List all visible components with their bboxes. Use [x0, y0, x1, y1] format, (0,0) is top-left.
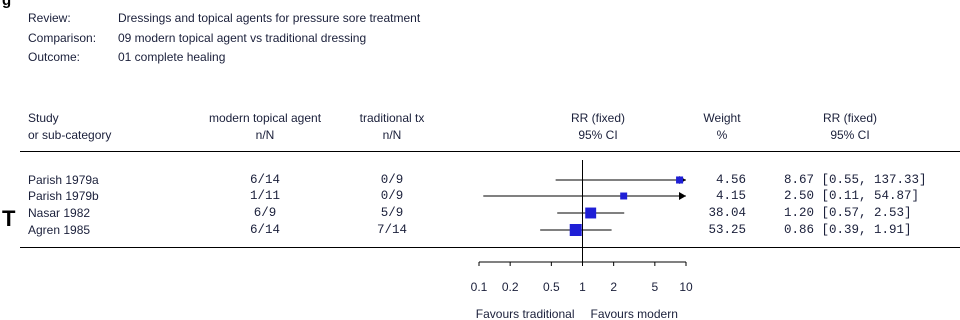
study-rr-ci: 2.50 [0.11, 54.87]: [784, 189, 920, 203]
x-tick-label: 0.1: [471, 280, 488, 294]
favours-traditional-label: Favours traditional: [476, 307, 575, 320]
header-group1: modern topical agent: [208, 111, 322, 125]
stray-mark: T: [2, 206, 16, 231]
header-rr: RR (fixed): [822, 111, 877, 125]
meta-review-value: Dressings and topical agents for pressur…: [118, 11, 421, 25]
group2-events: 5/9: [380, 206, 404, 220]
point-estimate-marker: [620, 192, 628, 200]
header-weight: Weight: [703, 111, 741, 125]
header-rule: [20, 151, 960, 152]
x-tick-label: 1: [579, 280, 586, 294]
header-group2: traditional tx: [359, 111, 425, 125]
meta-review-label: Review:: [28, 11, 71, 25]
group1-events: 6/14: [249, 223, 280, 237]
header-plot: RR (fixed): [570, 111, 625, 125]
x-tick-label: 2: [610, 280, 617, 294]
group2-events: 0/9: [380, 173, 404, 187]
footer-rule: [20, 247, 960, 248]
figure-mark: g: [2, 0, 12, 9]
point-estimate-marker: [585, 207, 597, 219]
header-plot-sub: 95% CI: [578, 128, 618, 142]
header-group1-sub: n/N: [255, 128, 275, 142]
group1-events: 1/11: [249, 189, 280, 203]
header-weight-sub: %: [716, 128, 728, 142]
meta-comparison-label: Comparison:: [28, 31, 97, 45]
x-tick-label: 10: [679, 280, 693, 294]
x-tick-label: 0.2: [502, 280, 519, 294]
group2-events: 0/9: [380, 189, 404, 203]
study-rr-ci: 8.67 [0.55, 137.33]: [784, 173, 927, 187]
study-weight: 4.15: [715, 189, 746, 203]
header-study: Study: [28, 111, 59, 125]
x-tick-label: 5: [651, 280, 658, 294]
study-weight: 53.25: [708, 223, 746, 237]
study-name: Nasar 1982: [28, 206, 91, 220]
header-study-sub: or sub-category: [28, 128, 112, 142]
study-rr-ci: 1.20 [0.57, 2.53]: [784, 206, 912, 220]
study-weight: 38.04: [708, 206, 746, 220]
point-estimate-marker: [569, 224, 582, 236]
favours-modern-label: Favours modern: [591, 307, 678, 320]
meta-comparison-value: 09 modern topical agent vs traditional d…: [118, 31, 367, 45]
ci-arrow-right: [679, 192, 686, 200]
meta-outcome-label: Outcome:: [28, 50, 81, 64]
study-weight: 4.56: [715, 173, 746, 187]
group1-events: 6/14: [249, 173, 280, 187]
group2-events: 7/14: [376, 223, 407, 237]
header-group2-sub: n/N: [382, 128, 402, 142]
study-name: Parish 1979a: [28, 173, 99, 187]
x-tick-label: 0.5: [543, 280, 560, 294]
study-rr-ci: 0.86 [0.39, 1.91]: [784, 223, 912, 237]
study-name: Agren 1985: [28, 223, 91, 237]
meta-outcome-value: 01 complete healing: [118, 50, 226, 64]
point-estimate-marker: [676, 176, 684, 184]
study-name: Parish 1979b: [28, 189, 99, 203]
header-rr-sub: 95% CI: [830, 128, 870, 142]
group1-events: 6/9: [253, 206, 277, 220]
